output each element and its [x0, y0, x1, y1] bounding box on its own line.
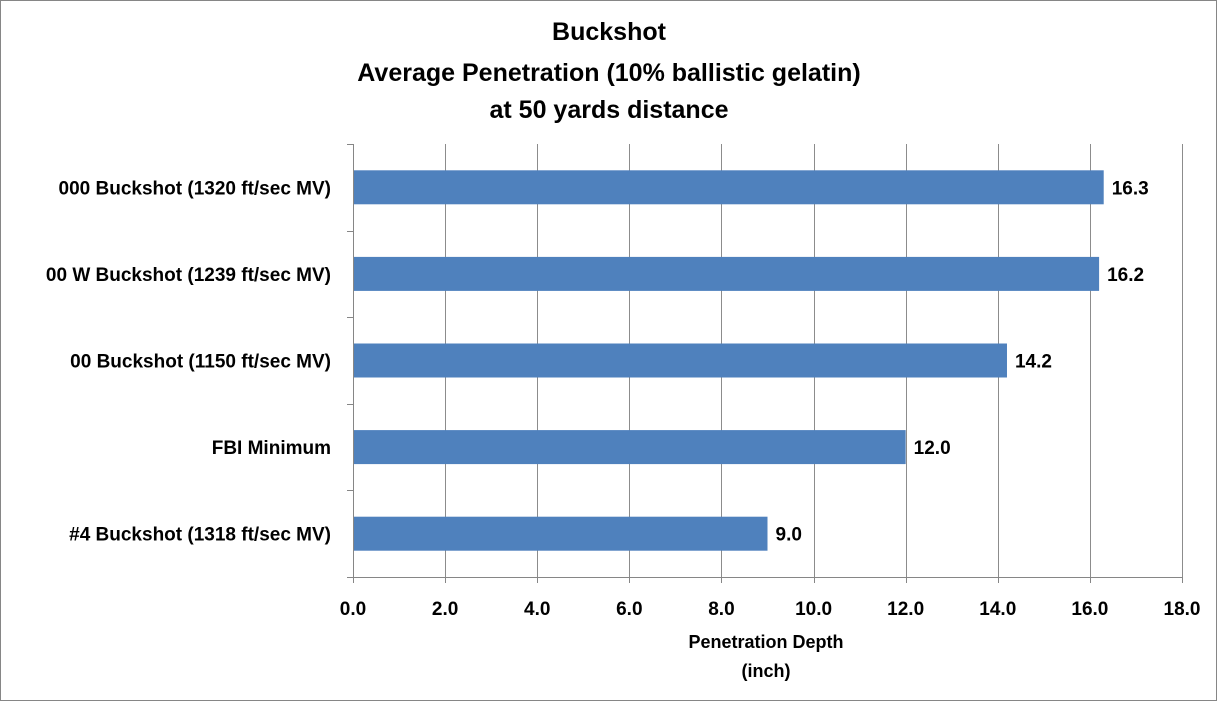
axes — [347, 144, 1183, 583]
x-tick-label-2: 4.0 — [524, 599, 550, 620]
data-label-3: 12.0 — [914, 438, 951, 459]
category-label-1: 00 W Buckshot (1239 ft/sec MV) — [46, 265, 331, 286]
x-axis-title-line-2: (inch) — [742, 661, 791, 681]
bar-2 — [353, 343, 1007, 378]
x-tick-label-1: 2.0 — [432, 599, 458, 620]
x-tick-label-8: 16.0 — [1071, 599, 1108, 620]
x-tick-label-0: 0.0 — [340, 599, 366, 620]
bars — [353, 170, 1104, 551]
chart-title: Buckshot Average Penetration (10% ballis… — [357, 18, 860, 124]
x-tick-label-6: 12.0 — [887, 599, 924, 620]
category-label-4: #4 Buckshot (1318 ft/sec MV) — [69, 525, 331, 546]
x-tick-label-5: 10.0 — [795, 599, 832, 620]
x-axis-title-line-1: Penetration Depth — [688, 632, 843, 652]
bar-4 — [353, 516, 768, 551]
category-label-0: 000 Buckshot (1320 ft/sec MV) — [59, 178, 331, 199]
category-label-3: FBI Minimum — [212, 438, 331, 459]
bar-1 — [353, 256, 1100, 291]
chart-title-line-3: at 50 yards distance — [489, 96, 728, 124]
chart-title-line-1: Buckshot — [552, 18, 667, 46]
x-tick-label-9: 18.0 — [1164, 599, 1201, 620]
data-label-2: 14.2 — [1015, 352, 1052, 373]
x-tick-label-3: 6.0 — [616, 599, 642, 620]
bar-0 — [353, 170, 1104, 205]
bar-3 — [353, 430, 906, 465]
x-tick-label-7: 14.0 — [979, 599, 1016, 620]
x-tick-label-4: 8.0 — [708, 599, 734, 620]
data-label-0: 16.3 — [1112, 178, 1149, 199]
labels: 16.3 000 Buckshot (1320 ft/sec MV) 16.2 00 … — [46, 178, 1201, 620]
data-label-4: 9.0 — [776, 525, 802, 546]
x-axis-title: Penetration Depth (inch) — [688, 632, 843, 681]
chart-title-line-2: Average Penetration (10% ballistic gelat… — [357, 59, 860, 87]
data-label-1: 16.2 — [1107, 265, 1144, 286]
category-label-2: 00 Buckshot (1150 ft/sec MV) — [70, 352, 331, 373]
